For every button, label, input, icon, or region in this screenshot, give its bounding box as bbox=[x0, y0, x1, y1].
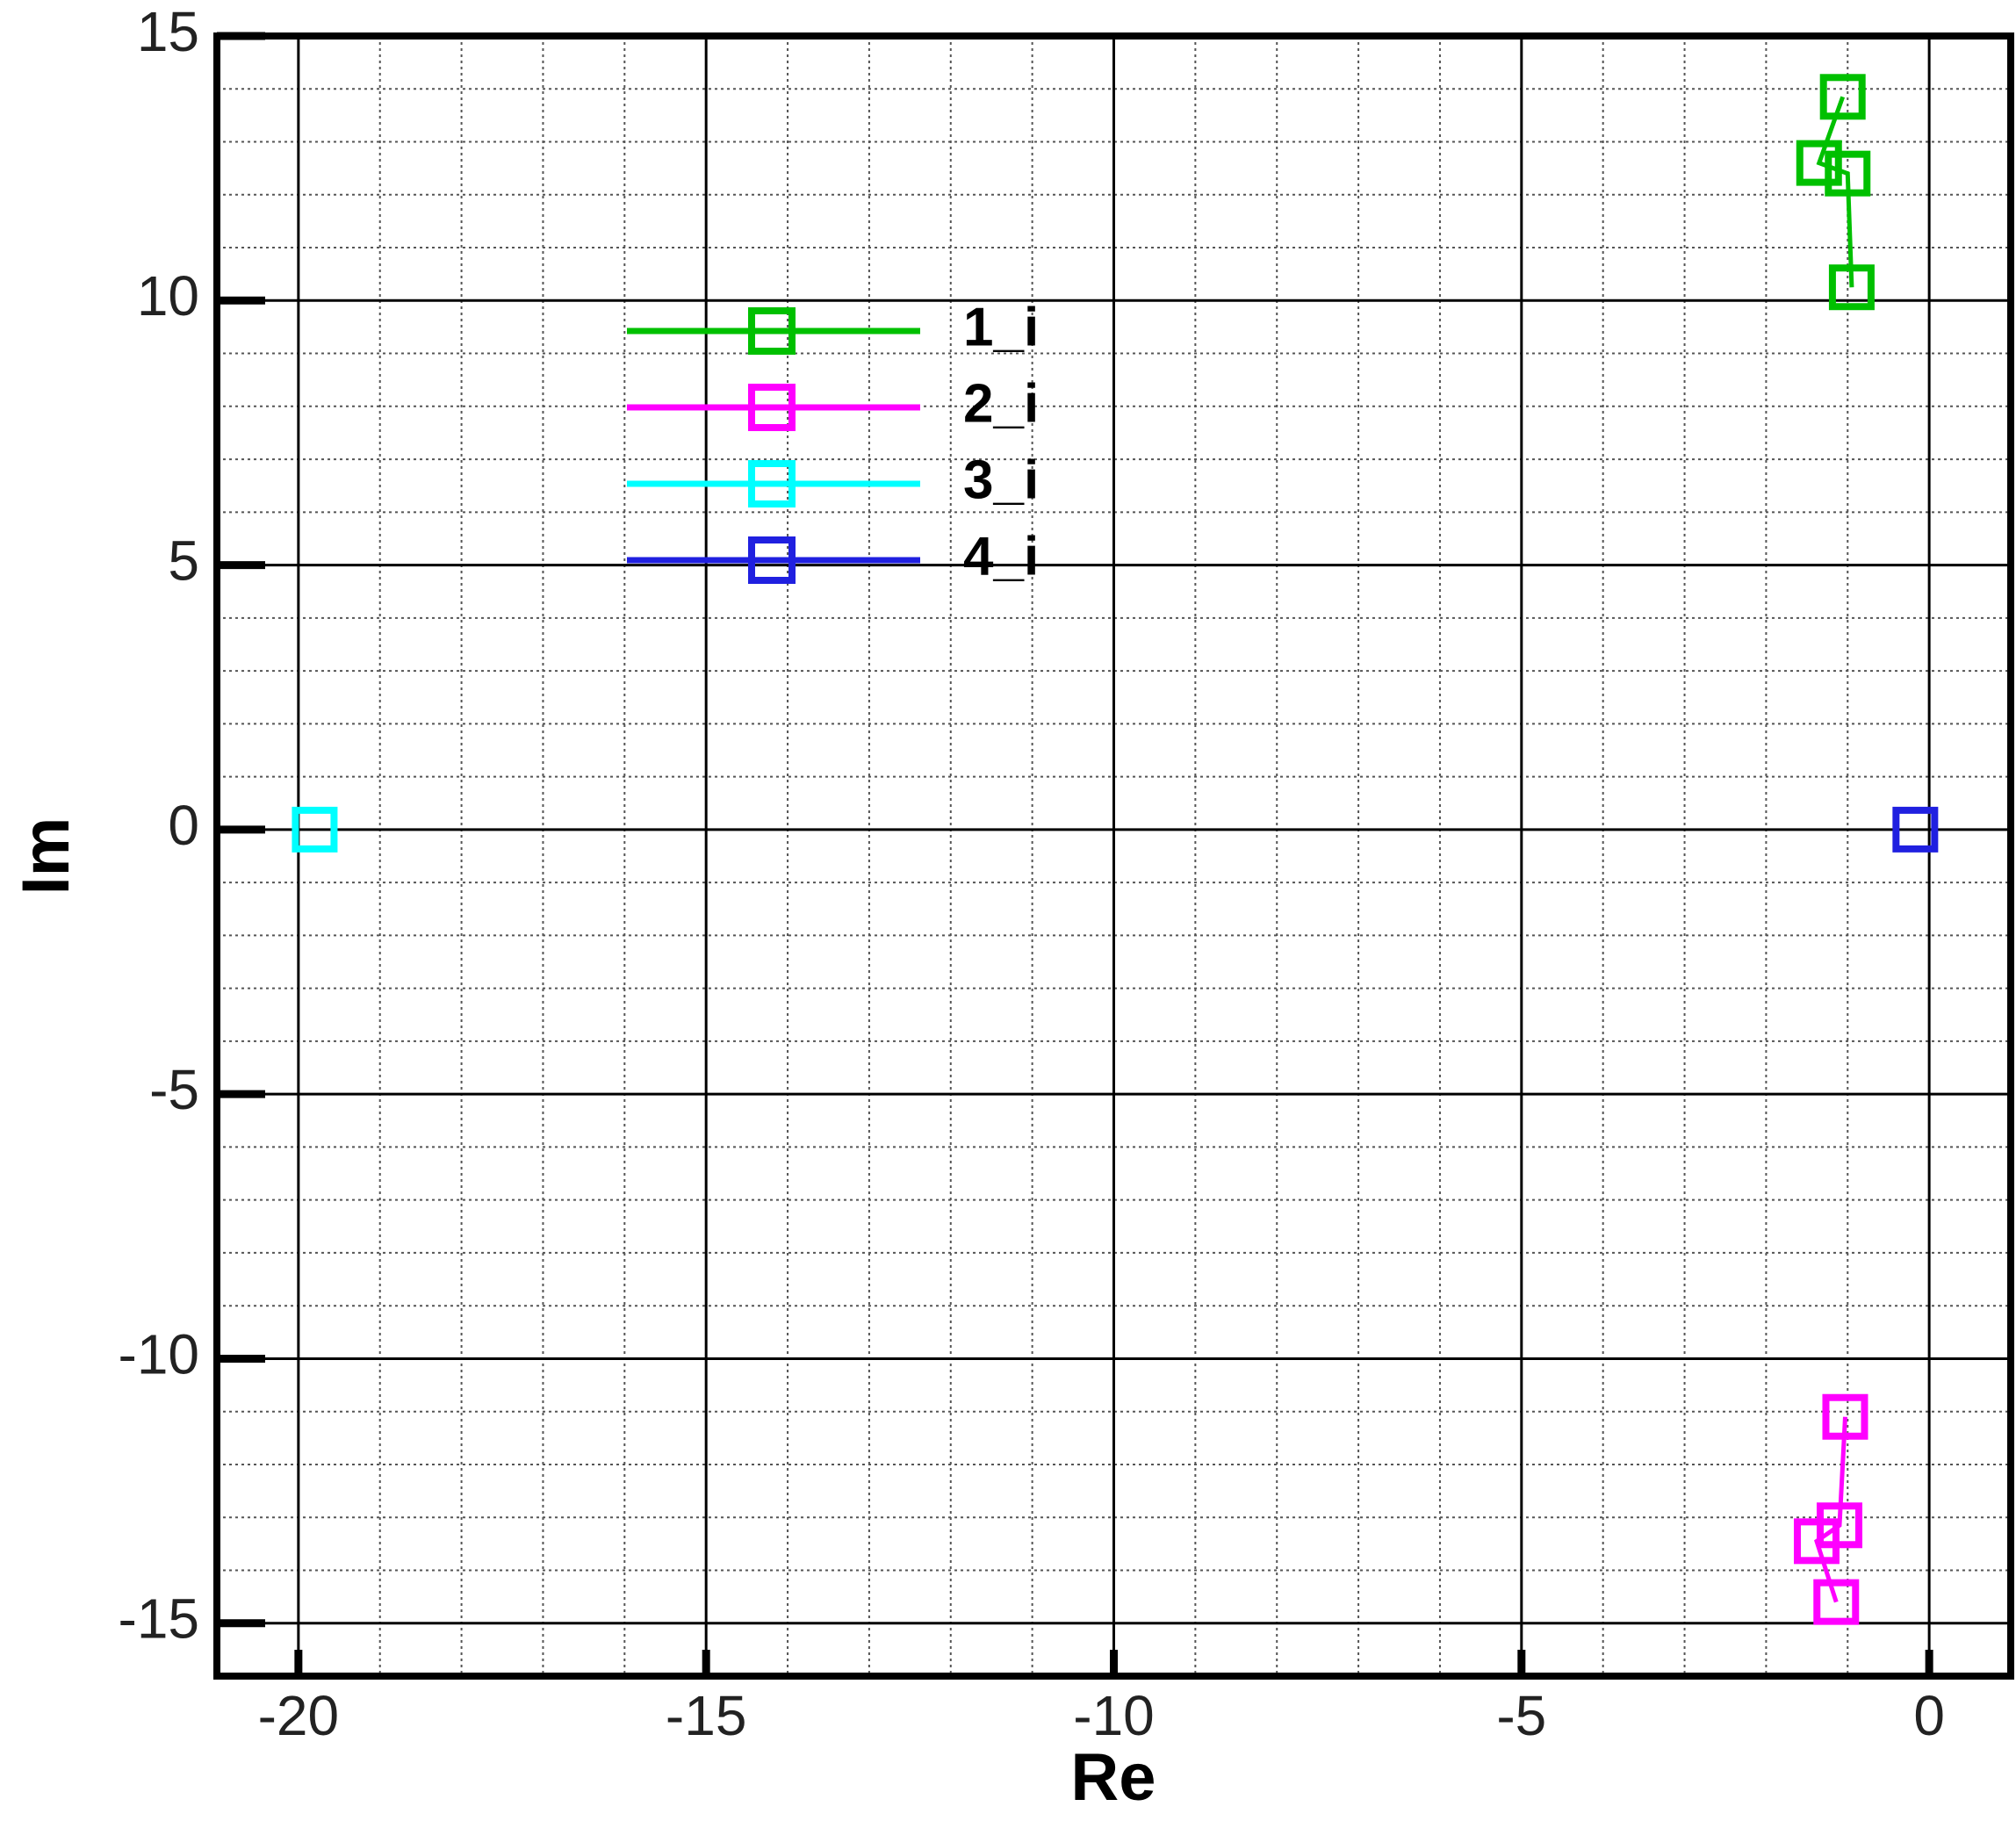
y-tick-label: -5 bbox=[149, 1058, 199, 1121]
y-tick-label: -10 bbox=[119, 1322, 200, 1385]
x-tick-label: -10 bbox=[1073, 1684, 1155, 1747]
data-point bbox=[1813, 1579, 1860, 1625]
x-tick-label: 0 bbox=[1913, 1684, 1945, 1747]
data-point bbox=[1822, 1393, 1868, 1440]
y-tick-label: -15 bbox=[119, 1587, 200, 1651]
y-tick-label: 5 bbox=[168, 529, 199, 592]
legend-marker bbox=[748, 536, 796, 584]
data-point bbox=[1793, 1518, 1840, 1565]
legend-label: 2_i bbox=[963, 373, 1039, 434]
x-tick-label: -5 bbox=[1496, 1684, 1546, 1747]
series-line bbox=[1816, 96, 1854, 288]
y-tick-label: 10 bbox=[137, 264, 199, 327]
legend-label: 3_i bbox=[963, 450, 1039, 510]
legend-marker bbox=[748, 384, 796, 431]
y-tick-label: 15 bbox=[137, 0, 199, 63]
data-point bbox=[1796, 140, 1842, 186]
data-point bbox=[1825, 150, 1871, 197]
legend-label: 4_i bbox=[963, 526, 1039, 587]
legend-label: 1_i bbox=[963, 297, 1039, 357]
x-tick-label: -20 bbox=[258, 1684, 340, 1747]
legend-marker bbox=[748, 307, 796, 355]
legend-marker bbox=[748, 460, 796, 507]
x-tick-label: -15 bbox=[666, 1684, 747, 1747]
plot-frame bbox=[213, 32, 2014, 1680]
data-point bbox=[1892, 806, 1939, 853]
data-point bbox=[1819, 74, 1866, 120]
data-point bbox=[1828, 264, 1875, 311]
data-point bbox=[292, 806, 338, 853]
y-tick-label: 0 bbox=[168, 794, 199, 857]
x-axis-label: Re bbox=[1070, 1740, 1156, 1815]
y-axis-label: Im bbox=[9, 817, 83, 896]
series-line bbox=[1814, 1416, 1847, 1603]
